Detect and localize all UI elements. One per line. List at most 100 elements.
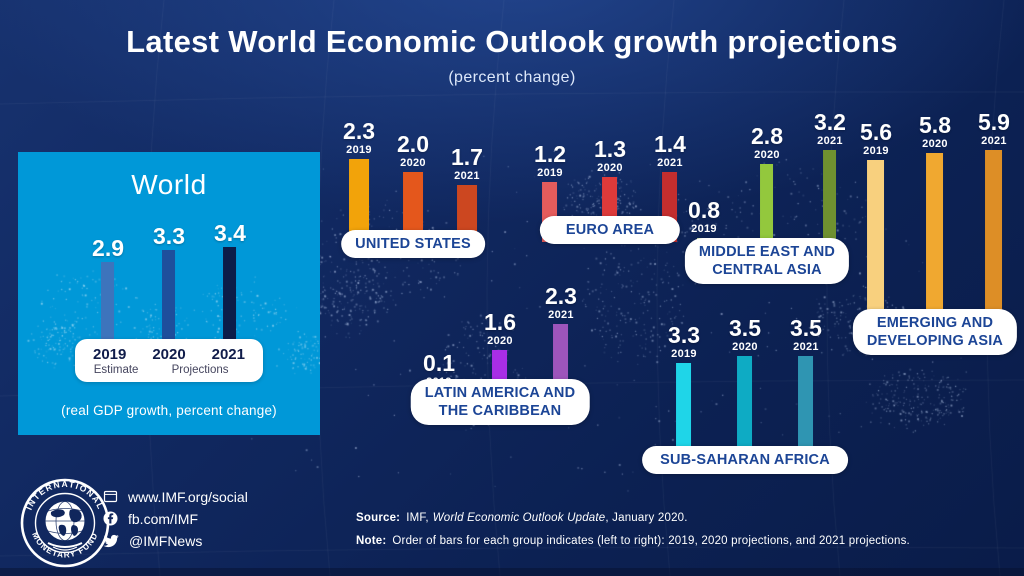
chart-group-sub-saharan-africa: 3.3 2019 3.5 2020 3.5 2021 SUB-SAHARAN AFRICA xyxy=(642,316,848,474)
year-label: 2020 xyxy=(922,138,948,150)
bar-column-2019: 3.3 2019 xyxy=(668,324,700,472)
bar-2021 xyxy=(798,356,814,472)
website-icon xyxy=(103,490,118,503)
year-label: 2021 xyxy=(454,170,480,182)
value-label: 5.8 xyxy=(919,112,951,138)
bottom-band xyxy=(0,568,1024,576)
value-label: 1.7 xyxy=(450,144,483,170)
credits: Source: IMF, World Economic Outlook Update… xyxy=(356,512,910,558)
imf-logo: INTERNATIONAL MONETARY FUND xyxy=(20,478,110,573)
bar-column-2021: 5.9 2021 xyxy=(978,111,1010,339)
value-label: 2.8 xyxy=(751,123,783,149)
value-label: 1.6 xyxy=(484,309,516,335)
website-link-text: www.IMF.org/social xyxy=(128,488,248,505)
bar-group: 2.9 3.3 3.4 xyxy=(92,222,246,352)
facebook-icon xyxy=(103,511,118,526)
chart-group-middle-east-central-asia: 0.8 2019 2.8 2020 3.2 2021 MIDDLE EAST AND CEN… xyxy=(684,108,850,284)
bar-column-2020: 3.3 xyxy=(153,225,185,352)
chart-group-united-states: 2.3 2019 2.0 2020 1.7 2021 UNITED STATES xyxy=(338,118,488,258)
value-label: 3.5 xyxy=(729,315,761,341)
value-label: 1.3 xyxy=(594,136,626,162)
source-post: , January 2020. xyxy=(605,512,688,524)
region-label-middle-east-central-asia: MIDDLE EAST AND CENTRAL ASIA xyxy=(684,238,850,284)
value-label: 3.3 xyxy=(668,322,701,348)
world-panel-caption: (real GDP growth, percent change) xyxy=(61,403,277,418)
note-text: Order of bars for each group indicates (… xyxy=(392,534,910,547)
bar-2020 xyxy=(162,250,176,352)
year-label: 2019 xyxy=(691,223,717,235)
page-title: Latest World Economic Outlook growth pro… xyxy=(126,24,898,59)
bar-2019 xyxy=(101,262,115,352)
value-label: 0.1 xyxy=(423,350,456,376)
twitter-link-text: @IMFNews xyxy=(129,532,203,549)
twitter-icon xyxy=(103,534,119,547)
legend-year-2020: 2020 xyxy=(152,346,186,363)
note-line: Note: Order of bars for each group indica… xyxy=(356,534,910,548)
value-label: 0.8 xyxy=(688,197,721,223)
year-label: 2020 xyxy=(487,335,513,347)
value-label: 5.9 xyxy=(977,109,1010,135)
bar-2019 xyxy=(867,160,885,339)
legend-estimate-label: Estimate xyxy=(93,364,139,376)
year-label: 2021 xyxy=(817,135,843,147)
bar-2020 xyxy=(737,356,753,472)
region-label-united-states: UNITED STATES xyxy=(341,229,485,258)
link-twitter[interactable]: @IMFNews xyxy=(103,532,248,549)
chart-group-world: 2.9 3.3 3.4 2019 2020 2021 Estimate Projec… xyxy=(39,215,299,382)
bar-column-2020: 5.8 2020 xyxy=(919,114,951,339)
note-label: Note: xyxy=(356,534,387,547)
source-publication: World Economic Outlook Update xyxy=(432,512,606,524)
chart-group-emerging-developing-asia: 5.6 2019 5.8 2020 5.9 2021 EMERGING AND DEVELO… xyxy=(852,110,1018,355)
year-label: 2020 xyxy=(400,157,426,169)
bar-2021 xyxy=(223,247,237,352)
source-label: Source: xyxy=(356,512,401,524)
world-legend-years: 2019 2020 2021 xyxy=(85,346,253,363)
year-label: 2020 xyxy=(754,149,780,161)
value-label: 5.6 xyxy=(860,119,893,145)
year-label: 2021 xyxy=(657,157,683,169)
value-label: 3.2 xyxy=(813,109,846,135)
world-panel: World 2.9 3.3 3.4 2019 2020 2021 Estimate … xyxy=(18,152,320,435)
legend-projections-label: Projections xyxy=(171,364,229,376)
value-label: 1.4 xyxy=(653,131,686,157)
source-line: Source: IMF, World Economic Outlook Update… xyxy=(356,512,910,525)
bar-2019 xyxy=(676,363,692,472)
year-label: 2020 xyxy=(597,162,623,174)
page-subtitle: (percent change) xyxy=(448,69,576,86)
year-label: 2021 xyxy=(548,309,574,321)
region-label-sub-saharan-africa: SUB-SAHARAN AFRICA xyxy=(642,445,848,474)
world-legend: 2019 2020 2021 Estimate Projections xyxy=(75,339,263,382)
value-label: 1.2 xyxy=(534,141,567,167)
value-label: 2.3 xyxy=(343,118,376,144)
year-label: 2019 xyxy=(863,145,889,157)
value-label: 2.9 xyxy=(92,235,125,261)
bar-2020 xyxy=(926,153,944,339)
year-label: 2019 xyxy=(671,348,697,360)
chart-group-euro-area: 1.2 2019 1.3 2020 1.4 2021 EURO AREA xyxy=(530,132,690,244)
world-panel-title: World xyxy=(131,169,207,200)
value-label: 3.3 xyxy=(153,223,185,249)
world-legend-labels: Estimate Projections xyxy=(85,364,253,376)
link-imf-social[interactable]: www.IMF.org/social xyxy=(103,488,248,505)
region-label-euro-area: EURO AREA xyxy=(539,215,681,244)
legend-year-2021: 2021 xyxy=(211,346,245,363)
header: Latest World Economic Outlook growth pro… xyxy=(0,0,1024,87)
year-label: 2021 xyxy=(793,341,819,353)
value-label: 2.3 xyxy=(544,283,577,309)
value-label: 3.4 xyxy=(213,220,246,246)
legend-year-2019: 2019 xyxy=(93,346,127,363)
bar-column-2021: 3.5 2021 xyxy=(790,317,822,472)
year-label: 2019 xyxy=(537,167,563,179)
social-links: www.IMF.org/social fb.com/IMF @IMFNews xyxy=(103,488,248,549)
facebook-link-text: fb.com/IMF xyxy=(128,510,199,527)
region-label-emerging-developing-asia: EMERGING AND DEVELOPING ASIA xyxy=(852,309,1018,355)
bar-2021 xyxy=(985,150,1003,339)
region-label-latin-america-caribbean: LATIN AMERICA AND THE CARIBBEAN xyxy=(410,379,590,425)
year-label: 2019 xyxy=(346,144,372,156)
link-facebook[interactable]: fb.com/IMF xyxy=(103,510,248,527)
bar-group: 5.6 2019 5.8 2020 5.9 2021 xyxy=(860,111,1010,339)
value-label: 3.5 xyxy=(789,315,822,341)
bar-group: 3.3 2019 3.5 2020 3.5 2021 xyxy=(668,317,822,472)
